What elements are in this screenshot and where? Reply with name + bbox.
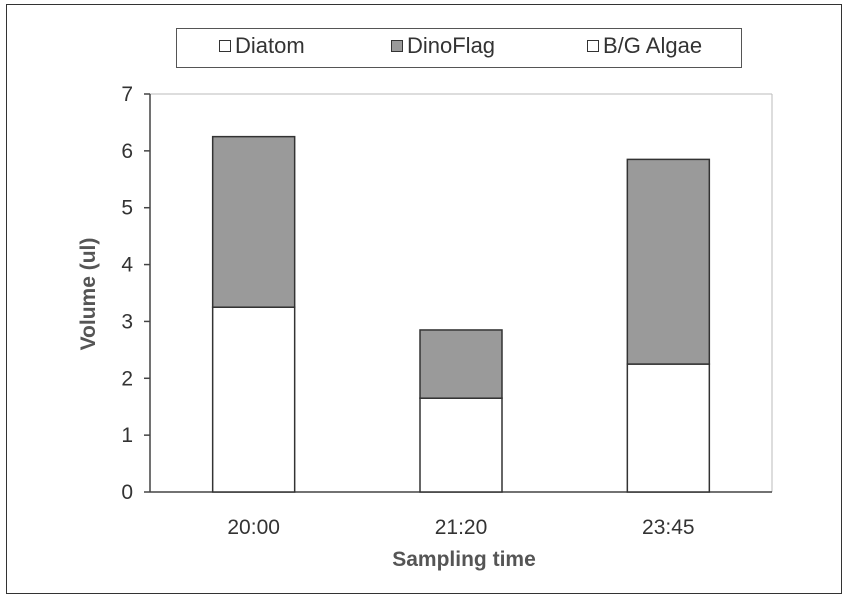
y-tick-label: 7 [121,83,133,106]
y-axis-title: Volume (ul) [77,238,100,351]
legend-swatch-dinoflag [391,40,403,52]
bar-diatom-2120 [419,397,503,493]
legend-label-diatom: Diatom [235,33,305,58]
x-tick-label: 23:45 [642,516,695,539]
legend-swatch-diatom [219,40,231,52]
x-axis-title: Sampling time [392,548,536,571]
bar-diatom-2345 [626,363,711,493]
y-tick-label: 2 [121,367,133,390]
bar-dinoflag-2000 [211,135,296,308]
legend-swatch-bg-algae [587,40,599,52]
y-tick-label: 6 [121,140,133,163]
bar-dinoflag-2345 [626,158,711,365]
legend-item-bg-algae: B/G Algae [587,33,702,59]
legend-item-diatom: Diatom [219,33,305,59]
y-tick-label: 1 [121,424,133,447]
y-tick-label: 4 [121,254,133,277]
bar-dinoflag-2120 [419,329,503,399]
bar-diatom-2000 [211,306,296,493]
x-tick-label: 21:20 [435,516,488,539]
legend-item-dinoflag: DinoFlag [391,33,495,59]
x-tick-label: 20:00 [227,516,280,539]
y-tick-label: 3 [121,310,133,333]
y-tick-label: 5 [121,197,133,220]
legend: Diatom DinoFlag B/G Algae [176,28,742,68]
legend-label-dinoflag: DinoFlag [407,33,496,58]
y-tick-label: 0 [121,481,133,504]
legend-label-bg-algae: B/G Algae [603,33,703,58]
